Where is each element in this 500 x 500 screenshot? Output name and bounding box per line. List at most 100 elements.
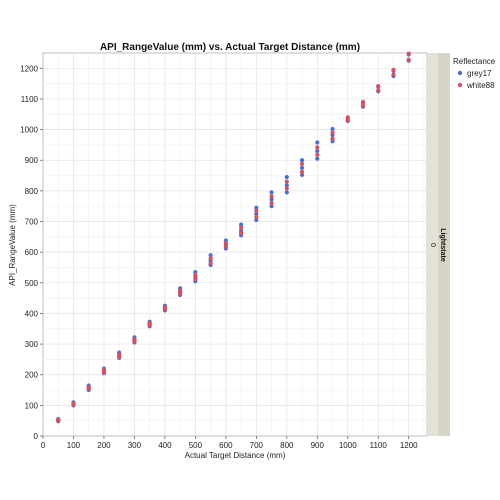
- x-tick-label: 400: [158, 441, 172, 450]
- data-point: [299, 158, 305, 163]
- data-point: [269, 194, 274, 199]
- y-tick-label: 300: [25, 340, 39, 349]
- data-point: [178, 288, 183, 293]
- data-point: [254, 211, 259, 216]
- data-point: [223, 240, 228, 246]
- legend-marker: [457, 70, 463, 76]
- data-point: [345, 115, 350, 120]
- facet-strip: [438, 53, 450, 436]
- y-tick-label: 1000: [20, 126, 38, 135]
- x-tick-label: 800: [280, 441, 294, 450]
- y-axis-title: API_RangeValue (mm): [8, 204, 17, 286]
- y-tick-label: 0: [34, 432, 39, 441]
- x-tick-label: 100: [67, 441, 81, 450]
- data-point: [315, 152, 320, 157]
- data-point: [315, 156, 320, 161]
- facet-strip-spacer: [427, 53, 438, 436]
- x-tick-label: 0: [41, 441, 46, 450]
- y-tick-label: 200: [25, 371, 39, 380]
- data-point: [269, 190, 274, 195]
- data-point: [238, 231, 244, 236]
- data-point: [193, 269, 198, 275]
- data-point: [315, 140, 320, 145]
- data-point: [345, 118, 350, 123]
- data-point: [269, 201, 274, 206]
- legend: Reflectance grey17 white88: [453, 57, 496, 90]
- data-point: [269, 204, 274, 209]
- data-point: [360, 103, 366, 108]
- legend-marker: [457, 82, 463, 88]
- x-tick-label: 900: [311, 441, 325, 450]
- y-tick-label: 700: [25, 218, 39, 227]
- data-point: [208, 261, 213, 266]
- y-tick-label: 1100: [21, 95, 39, 104]
- data-point: [376, 83, 381, 89]
- y-tick-label: 500: [25, 279, 39, 288]
- data-point: [299, 165, 305, 170]
- data-point: [132, 337, 137, 342]
- data-point: [330, 126, 335, 132]
- data-point: [284, 174, 289, 180]
- series-white88: [56, 51, 411, 423]
- legend-item: grey17: [467, 69, 492, 78]
- plot-area: [42, 52, 428, 437]
- y-tick-label: 800: [25, 187, 39, 196]
- data-points: [56, 51, 411, 424]
- x-tick-label: 200: [97, 441, 111, 450]
- x-tick-label: 1100: [370, 441, 388, 450]
- data-point: [254, 217, 259, 223]
- legend-item: white88: [466, 81, 495, 90]
- data-point: [330, 136, 335, 141]
- data-point: [299, 169, 305, 174]
- data-point: [254, 208, 259, 213]
- y-tick-label: 600: [25, 248, 39, 257]
- data-point: [284, 190, 289, 195]
- data-point: [208, 256, 213, 261]
- x-tick-label: 1200: [400, 441, 418, 450]
- x-tick-label: 300: [128, 441, 142, 450]
- facet-strip-value: 0: [429, 243, 436, 247]
- data-point: [315, 148, 320, 154]
- y-tick-label: 900: [25, 156, 39, 165]
- x-tick-label: 500: [189, 441, 203, 450]
- data-point: [391, 72, 396, 77]
- data-point: [360, 99, 366, 105]
- x-axis-ticks: 0 100 200 300 400 500 600 700 800 900 1000 1100 1200: [41, 436, 418, 450]
- data-point: [238, 225, 244, 230]
- x-tick-label: 1000: [339, 441, 357, 450]
- data-point: [284, 186, 289, 191]
- data-point: [101, 368, 107, 373]
- data-point: [299, 172, 305, 178]
- data-point: [254, 205, 259, 210]
- data-point: [376, 88, 381, 93]
- data-point: [284, 179, 289, 184]
- x-axis-title: Actual Target Distance (mm): [185, 451, 286, 460]
- data-point: [406, 57, 411, 62]
- data-point: [284, 183, 289, 188]
- y-tick-label: 400: [25, 309, 39, 318]
- data-point: [391, 67, 396, 72]
- data-point: [71, 401, 76, 406]
- x-tick-label: 700: [250, 441, 264, 450]
- data-point: [406, 51, 411, 56]
- y-tick-label: 100: [25, 401, 39, 410]
- data-point: [56, 417, 61, 422]
- data-point: [269, 197, 274, 202]
- legend-title: Reflectance: [453, 57, 496, 66]
- data-point: [193, 273, 198, 278]
- data-point: [86, 384, 91, 390]
- grid-lines: [43, 53, 427, 436]
- data-point: [147, 321, 152, 326]
- y-axis-ticks: 0 100 200 300 400 500 600 700 800 900 1000 1100 1200: [20, 64, 43, 441]
- data-point: [162, 305, 168, 310]
- y-tick-label: 1200: [20, 64, 38, 73]
- chart-title: API_RangeValue (mm) vs. Actual Target Di…: [100, 42, 360, 53]
- data-point: [254, 214, 259, 220]
- data-point: [208, 253, 213, 258]
- data-point: [193, 277, 198, 282]
- data-point: [330, 130, 335, 135]
- data-point: [117, 352, 122, 357]
- data-point: [238, 222, 244, 227]
- data-point: [315, 145, 320, 150]
